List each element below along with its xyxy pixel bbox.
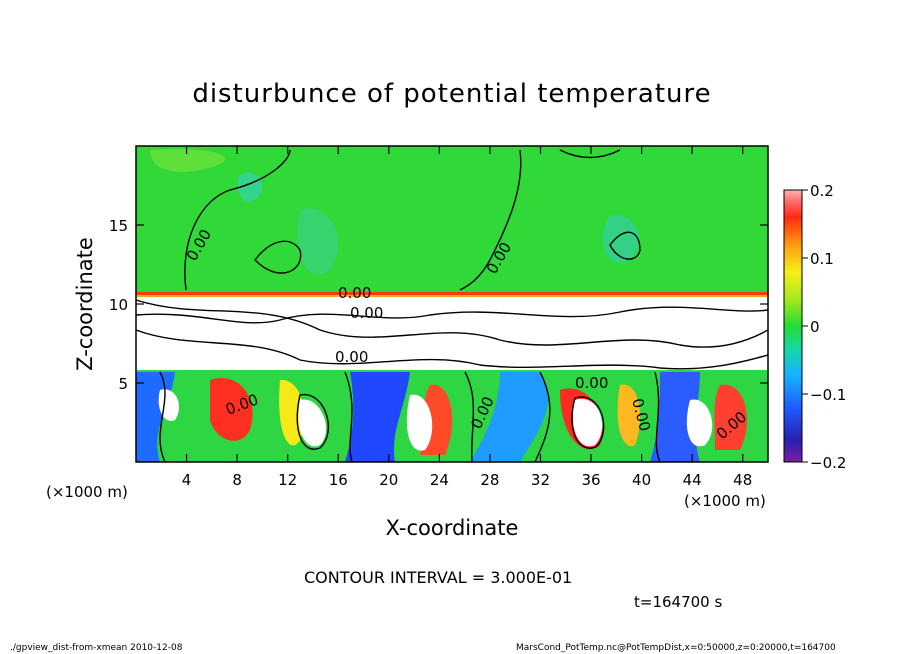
x-tick-label: 20 — [379, 471, 398, 489]
field-cyan-patch — [297, 208, 339, 275]
contour-line — [459, 149, 522, 291]
heatmap-field — [136, 146, 768, 462]
field-red-plume — [210, 378, 253, 441]
footer-left: ./gpview_dist-from-xmean 2010-12-08 — [10, 643, 183, 653]
colorbar-tick-label: 0.2 — [810, 182, 834, 200]
contour-line — [254, 240, 302, 274]
field-cyan-patch — [237, 172, 263, 202]
contour-line — [159, 371, 166, 462]
x-tick-label: 36 — [581, 471, 600, 489]
contour-line — [184, 149, 291, 291]
field-white-core — [686, 399, 713, 447]
colorbar-tick-label: 0.1 — [810, 250, 834, 268]
field-cyan-patch — [150, 149, 225, 172]
y-tick-label: 5 — [118, 375, 128, 393]
y-axis: 5 10 15 — [109, 217, 768, 393]
x-tick-label: 40 — [632, 471, 651, 489]
x-tick-label: 12 — [278, 471, 297, 489]
contour-label: 0.00 — [575, 374, 608, 392]
contour-label: 0.00 — [350, 304, 383, 322]
contour-line — [136, 306, 768, 324]
field-yellow-plume — [617, 384, 640, 447]
contour-line — [534, 371, 551, 462]
field-white-core — [158, 389, 180, 421]
x-axis-unit-right: (×1000 m) — [684, 492, 766, 510]
field-white-core — [572, 398, 603, 447]
y-axis-label: Z-coordinate — [73, 237, 97, 371]
x-tick-label: 8 — [232, 471, 242, 489]
contour-line — [464, 371, 475, 462]
x-tick-label: 4 — [182, 471, 192, 489]
x-tick-label: 24 — [430, 471, 449, 489]
contour-label: 0.00 — [338, 284, 371, 302]
colorbar-ticks: 0.2 0.1 0 −0.1 −0.2 — [802, 182, 846, 472]
colorbar-tick-label: 0 — [810, 318, 820, 336]
x-tick-label: 48 — [733, 471, 752, 489]
contour-line — [559, 149, 621, 159]
colorbar-tick-label: −0.2 — [810, 454, 846, 472]
field-cyan-patch — [602, 214, 640, 263]
contour-line — [136, 329, 768, 370]
contour-line — [344, 371, 353, 462]
contour-lines — [136, 149, 768, 462]
contour-line — [296, 394, 330, 450]
x-tick-label: 32 — [531, 471, 550, 489]
x-tick-label: 28 — [480, 471, 499, 489]
field-blue-plume — [345, 372, 410, 462]
field-white-core — [406, 394, 433, 451]
field-white-core — [298, 399, 327, 447]
colorbar — [783, 189, 803, 463]
contour-line — [654, 371, 661, 462]
x-axis: 4 8 12 16 20 24 28 32 36 40 44 48 — [182, 146, 752, 489]
x-tick-label: 16 — [329, 471, 348, 489]
field-middle-layer — [136, 297, 768, 370]
y-tick-label: 10 — [109, 296, 128, 314]
contour-label: 0.00 — [335, 348, 368, 366]
contour-line — [571, 396, 605, 449]
field-blue-plume — [650, 372, 700, 462]
field-orange-band — [136, 295, 768, 297]
y-tick-label: 15 — [109, 217, 128, 235]
colorbar-tick-label: −0.1 — [810, 386, 846, 404]
field-red-plume — [714, 384, 748, 450]
x-axis-label: X-coordinate — [386, 516, 519, 540]
contour-line — [609, 231, 641, 260]
field-blue-plume — [470, 372, 549, 462]
time-label: t=164700 s — [634, 593, 722, 611]
x-tick-label: 44 — [683, 471, 702, 489]
contour-line — [136, 299, 768, 348]
footer-right: MarsCond_PotTemp.nc@PotTempDist,x=0:5000… — [516, 643, 836, 653]
chart-title: disturbunce of potential temperature — [192, 79, 711, 109]
contour-interval-text: CONTOUR INTERVAL = 3.000E-01 — [304, 568, 572, 587]
field-red-band — [136, 292, 768, 295]
x-axis-unit-left: (×1000 m) — [46, 483, 128, 501]
field-upper-layer — [136, 146, 768, 296]
